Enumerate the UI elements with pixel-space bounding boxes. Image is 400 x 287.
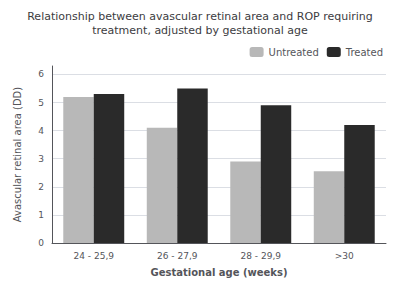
svg-text:5: 5 <box>38 98 44 108</box>
svg-text:0: 0 <box>38 238 44 248</box>
svg-text:2: 2 <box>38 182 44 192</box>
svg-text:Avascular retinal area (DD): Avascular retinal area (DD) <box>12 87 23 222</box>
svg-text:Treated: Treated <box>345 47 383 58</box>
svg-text:Relationship between avascular: Relationship between avascular retinal a… <box>27 10 373 23</box>
svg-text:treatment, adjusted by gestati: treatment, adjusted by gestational age <box>92 24 308 37</box>
svg-text:3: 3 <box>38 154 44 164</box>
svg-text:26 - 27,9: 26 - 27,9 <box>157 251 198 261</box>
svg-text:Gestational age (weeks): Gestational age (weeks) <box>150 267 287 278</box>
svg-text:Untreated: Untreated <box>269 47 319 58</box>
svg-text:>30: >30 <box>335 251 354 261</box>
svg-text:4: 4 <box>38 126 44 136</box>
svg-text:24 - 25,9: 24 - 25,9 <box>74 251 115 261</box>
svg-text:6: 6 <box>38 69 44 79</box>
svg-text:1: 1 <box>38 210 44 220</box>
svg-text:28 - 29,9: 28 - 29,9 <box>241 251 282 261</box>
